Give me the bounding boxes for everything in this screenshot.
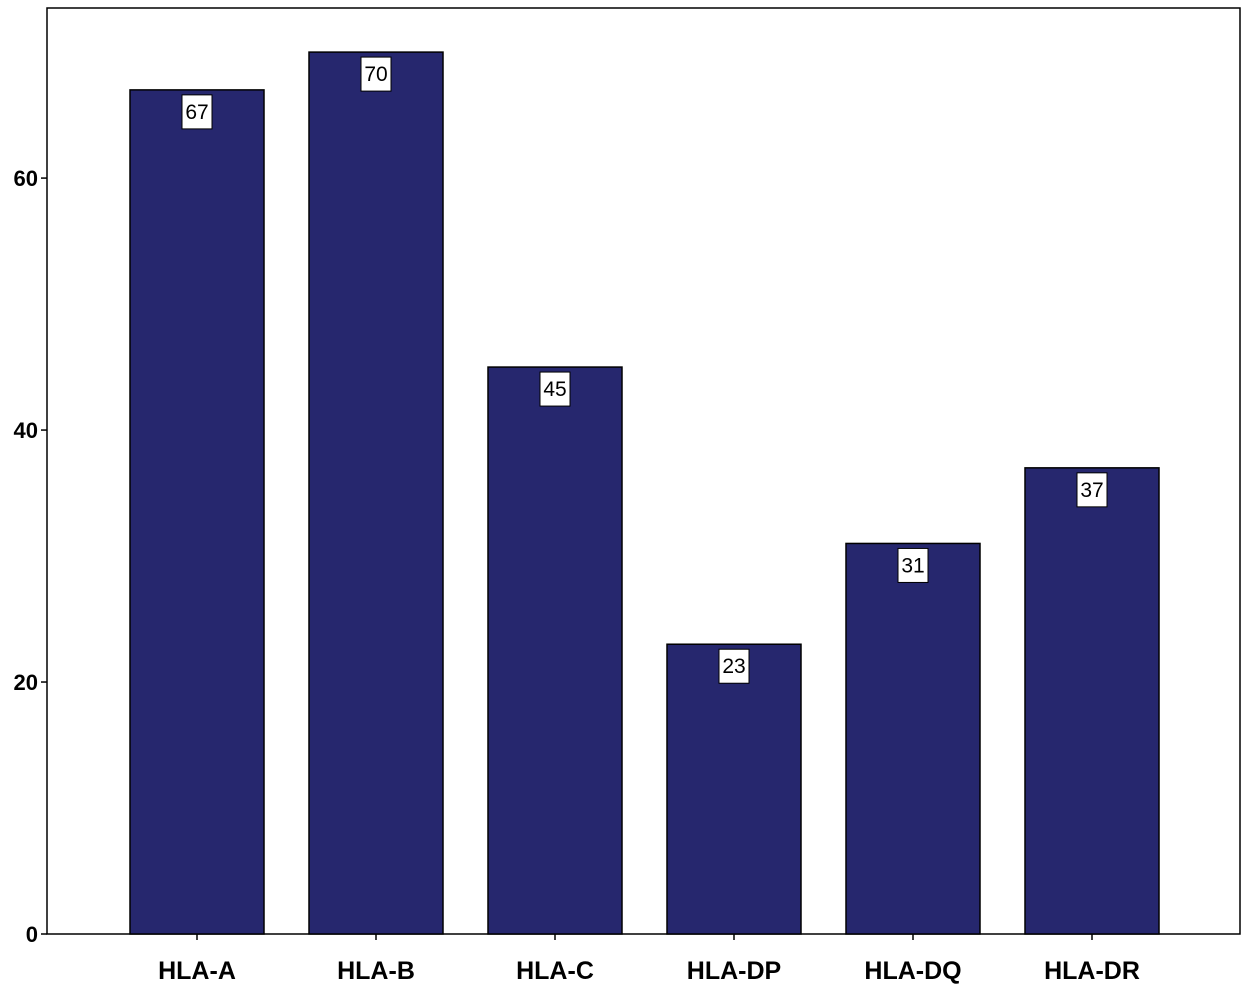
data-label-box: [1076, 472, 1108, 508]
data-label-box: [360, 56, 392, 92]
y-tick-label: 40: [14, 418, 38, 443]
y-axis: 0 20 40 60: [14, 166, 47, 947]
data-label: 67: [185, 101, 208, 124]
data-label: 31: [901, 554, 924, 577]
bar: [666, 643, 802, 935]
data-label-box: [539, 371, 571, 407]
bar: [487, 366, 623, 935]
x-tick-label: HLA-DP: [687, 957, 781, 985]
plot-frame: [46, 7, 1241, 935]
y-tick-label: 60: [14, 166, 38, 191]
y-tick-label: 0: [26, 922, 38, 947]
data-label-box: [181, 94, 213, 130]
data-labels: 67 70 45 23 31 37: [181, 56, 1108, 684]
y-tick-label: 20: [14, 670, 38, 695]
bar: [308, 51, 444, 935]
data-label: 37: [1080, 479, 1103, 502]
bars: [129, 51, 1160, 935]
data-label: 23: [722, 655, 745, 678]
bar: [1024, 467, 1160, 935]
x-tick-label: HLA-B: [337, 957, 415, 985]
data-label-box: [718, 648, 750, 684]
data-label: 45: [543, 378, 566, 401]
x-tick-label: HLA-DR: [1044, 957, 1140, 985]
data-label: 70: [364, 63, 387, 86]
x-tick-label: HLA-C: [516, 957, 594, 985]
x-tick-label: HLA-DQ: [864, 957, 961, 985]
bar: [129, 89, 265, 935]
data-label-box: [897, 547, 929, 583]
x-axis: HLA-A HLA-B HLA-C HLA-DP HLA-DQ HLA-DR: [158, 934, 1140, 985]
bar: [845, 542, 981, 935]
x-tick-label: HLA-A: [158, 957, 236, 985]
